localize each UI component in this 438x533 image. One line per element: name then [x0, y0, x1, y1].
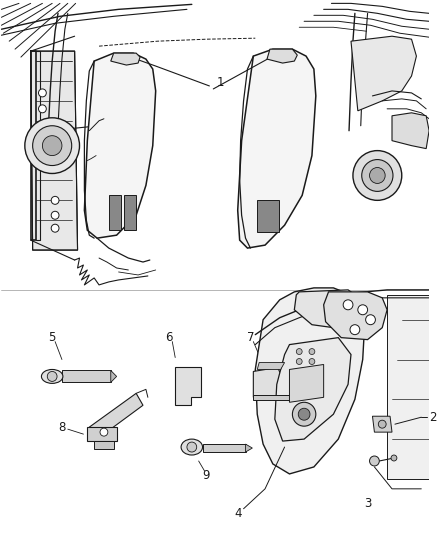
Ellipse shape	[42, 369, 63, 383]
Circle shape	[25, 118, 80, 173]
Circle shape	[51, 196, 59, 204]
Text: 9: 9	[203, 470, 210, 482]
Polygon shape	[94, 441, 114, 449]
Polygon shape	[275, 337, 351, 441]
Polygon shape	[111, 370, 117, 382]
Circle shape	[370, 456, 379, 466]
Polygon shape	[202, 444, 246, 452]
Circle shape	[378, 420, 386, 428]
Polygon shape	[111, 53, 140, 65]
Circle shape	[51, 211, 59, 219]
Text: 6: 6	[166, 331, 173, 344]
Polygon shape	[255, 288, 365, 474]
Text: 8: 8	[58, 421, 66, 434]
Circle shape	[370, 167, 385, 183]
Polygon shape	[267, 49, 297, 63]
Text: 5: 5	[49, 331, 56, 344]
Circle shape	[296, 349, 302, 354]
Circle shape	[39, 105, 46, 113]
Polygon shape	[324, 292, 387, 340]
Circle shape	[366, 315, 375, 325]
Circle shape	[296, 359, 302, 365]
Polygon shape	[124, 196, 136, 230]
Polygon shape	[87, 427, 117, 441]
Circle shape	[33, 126, 72, 166]
Polygon shape	[257, 362, 285, 369]
Text: 2: 2	[429, 411, 437, 424]
Circle shape	[293, 402, 316, 426]
Text: 7: 7	[247, 331, 254, 344]
Circle shape	[362, 159, 393, 191]
Polygon shape	[351, 36, 417, 111]
Circle shape	[51, 224, 59, 232]
Circle shape	[47, 372, 57, 382]
Polygon shape	[89, 393, 143, 439]
Circle shape	[309, 349, 315, 354]
Polygon shape	[253, 395, 290, 400]
Circle shape	[353, 151, 402, 200]
Circle shape	[358, 305, 367, 315]
Polygon shape	[294, 290, 363, 330]
Polygon shape	[392, 113, 429, 149]
Polygon shape	[109, 196, 120, 230]
Polygon shape	[62, 370, 111, 382]
Ellipse shape	[181, 439, 202, 455]
Circle shape	[298, 408, 310, 420]
Circle shape	[39, 89, 46, 97]
Polygon shape	[85, 53, 155, 238]
Text: 1: 1	[216, 76, 224, 90]
Polygon shape	[238, 49, 316, 248]
Circle shape	[343, 300, 353, 310]
Polygon shape	[387, 295, 429, 479]
Polygon shape	[253, 367, 290, 397]
Circle shape	[42, 136, 62, 156]
Circle shape	[187, 442, 197, 452]
Polygon shape	[372, 416, 392, 432]
Polygon shape	[290, 365, 324, 402]
Polygon shape	[175, 367, 201, 405]
Polygon shape	[246, 444, 252, 452]
Polygon shape	[257, 200, 279, 232]
Circle shape	[350, 325, 360, 335]
Text: 4: 4	[234, 507, 241, 520]
Circle shape	[391, 455, 397, 461]
Text: 3: 3	[364, 497, 371, 510]
Circle shape	[309, 359, 315, 365]
Polygon shape	[31, 51, 78, 250]
Circle shape	[100, 428, 108, 436]
